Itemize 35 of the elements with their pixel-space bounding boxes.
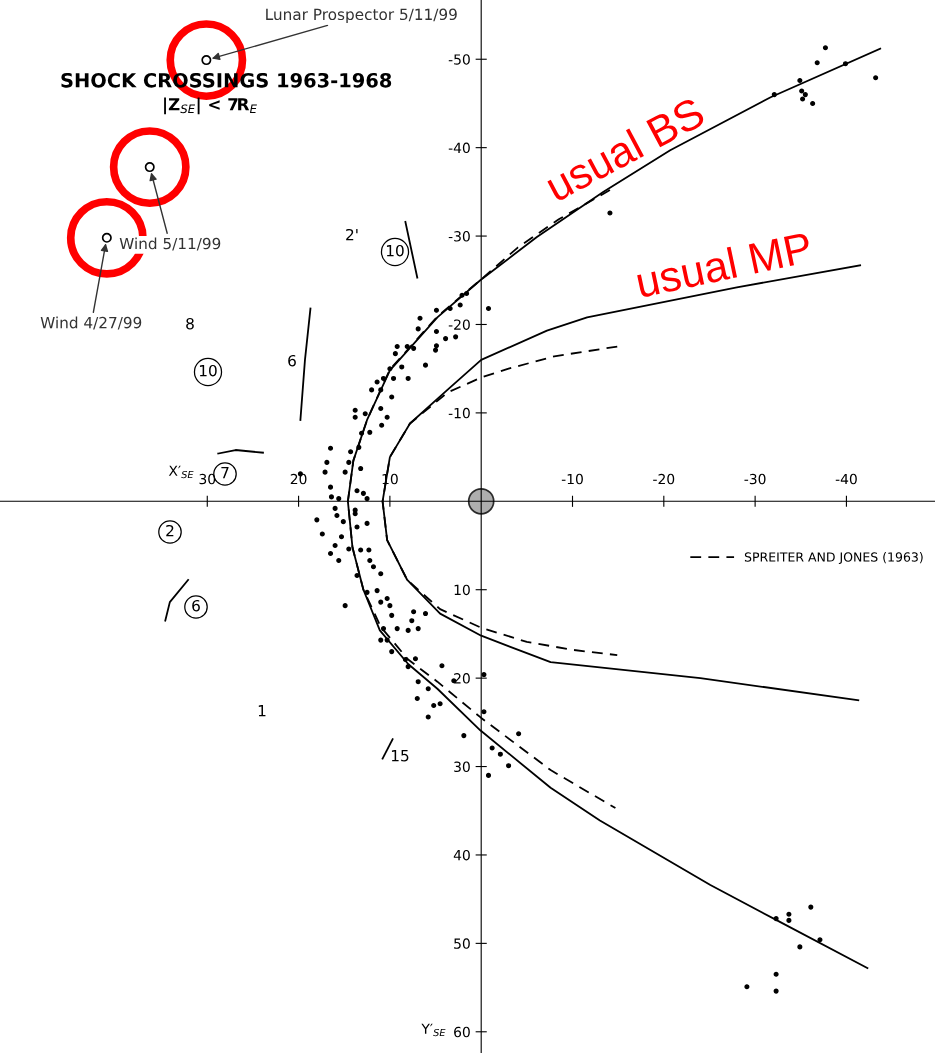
y-tick-label: 50 — [454, 938, 470, 949]
annotation: Wind 4/27/99 — [40, 316, 142, 330]
x-tick-label: -30 — [744, 473, 766, 485]
y-tick-label: 60 — [454, 1026, 470, 1038]
annotation: 6 — [288, 354, 296, 367]
annotation: 10 — [199, 364, 217, 377]
y-tick-label: 40 — [453, 849, 470, 861]
text: usual BS — [543, 95, 707, 203]
annotation: Lunar Prospector 5/11/99 — [266, 8, 457, 24]
x-tick-label: -10 — [561, 473, 583, 485]
x-tick-label: 30 — [199, 473, 216, 485]
legend-label: SPREITER AND JONES (1963) — [744, 552, 923, 565]
y-tick-label: -10 — [448, 407, 470, 419]
y-tick-label: 20 — [454, 673, 470, 684]
annotation: 2 — [166, 524, 174, 537]
annotation: 7 — [221, 467, 229, 479]
y-tick-label: -20 — [448, 319, 470, 330]
annotation: 15 — [391, 750, 409, 762]
annotation: 8 — [186, 317, 194, 330]
y-tick-label: 10 — [454, 584, 470, 596]
x-tick-label: -40 — [835, 473, 857, 485]
annotation: Wind 5/11/99 — [119, 237, 221, 251]
y-tick-label: -40 — [448, 142, 470, 154]
x-axis-title: X′$_{SE}$ — [168, 465, 194, 479]
annotation: 6 — [192, 599, 200, 612]
y-tick-label: -30 — [448, 231, 470, 242]
text: |Z$_{SE}$| < 7R$_{E}$ — [164, 97, 257, 115]
annotation: 10 — [386, 244, 404, 257]
y-axis-title: Y′$_{SE}$ — [421, 1023, 446, 1037]
y-tick-label: -50 — [448, 54, 470, 65]
x-tick-label: -20 — [653, 473, 675, 485]
annotation: 1 — [258, 705, 266, 717]
annotation: 2' — [346, 228, 358, 241]
text: usual MP — [635, 230, 813, 298]
y-tick-label: 30 — [454, 761, 470, 773]
